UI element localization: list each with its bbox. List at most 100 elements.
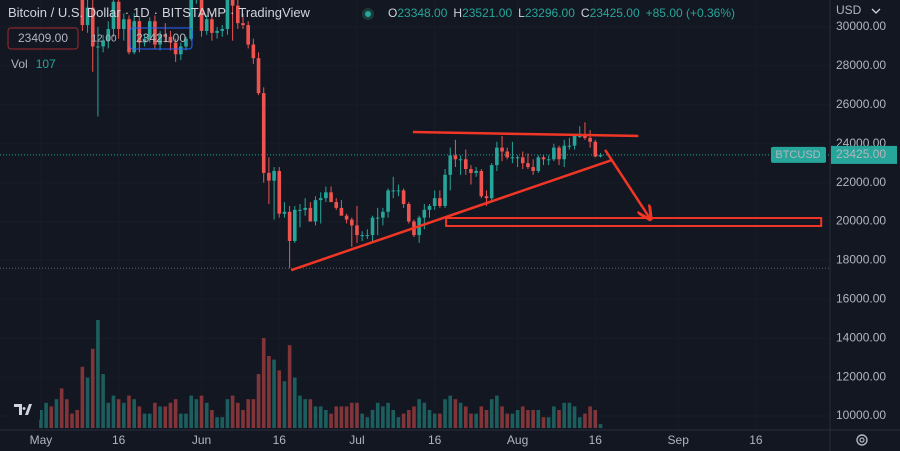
candle-body [474,170,478,173]
volume-bar [267,356,271,428]
volume-bar [531,410,535,428]
ohlc-value: 23296.00 [525,6,575,20]
candle-body [85,7,90,26]
volume-bar [96,320,100,428]
exchange: BITSTAMP [162,5,226,20]
volume-bar [427,410,432,428]
candle-body [318,198,323,201]
candle-body [111,1,116,29]
candle-body [90,7,95,47]
volume-bar [287,345,292,428]
y-tick-label: 28000.00 [836,58,886,72]
spread: 12.00 [91,34,116,45]
x-tick-label: May [30,433,53,447]
candle-body [577,135,582,137]
x-tick-label: 16 [273,433,287,447]
x-tick-label: Jul [349,433,364,447]
volume-bar [495,395,499,428]
candle-body [303,207,307,210]
volume-bar [184,413,188,428]
candle-body [427,205,432,210]
candle-body [396,190,401,192]
bid-box[interactable] [7,27,79,50]
volume-bar [210,410,214,428]
volume-bar [500,406,504,428]
drawing-line [412,130,639,138]
volume-bar [324,410,328,428]
candle-body [293,209,297,241]
interval: 1D [133,5,150,20]
volume-bar [489,399,494,428]
candle-body [515,157,520,159]
volume-bar [303,399,307,428]
candle-body [272,170,276,181]
candle-body [287,211,292,241]
candle-body [267,172,271,181]
candle-body [422,209,427,218]
ohlc-value: 23425.00 [590,6,640,20]
volume-bar [355,402,359,428]
settings[interactable] [856,434,868,446]
platform: TradingView [238,5,310,20]
candle-body [173,42,178,55]
candle-body [329,192,333,203]
candle-body [334,202,339,208]
volume-bar [298,395,302,428]
ask: 23421.00 [136,31,186,45]
candle-body [365,235,370,237]
volume-bar [173,399,178,428]
candle-body [355,225,359,236]
candle-body [505,151,510,158]
symbol-tag-label: BTCUSD [775,149,820,161]
candle-body [199,0,204,31]
candle-body [282,211,287,214]
volume-bar [163,406,168,428]
y-tick-label: 16000.00 [836,291,886,305]
volume-bar [396,417,401,428]
volume-bar [557,410,561,428]
volume-bar [261,338,266,428]
candle-body [313,200,318,222]
candle-body [349,219,354,226]
currency[interactable]: USD [836,3,862,17]
y-tick-label: 14000.00 [836,330,886,344]
volume-bar [438,413,442,428]
volume-bar [132,399,136,428]
volume-bar [562,402,567,428]
volume-bar [142,413,147,428]
candle-body [184,38,188,47]
volume-bar [334,406,339,428]
candle-body [220,28,225,31]
candle-body [210,19,214,33]
volume-bar [230,395,235,428]
volume-bar [360,413,364,428]
volume-bar [313,406,318,428]
volume-bar [588,406,592,428]
candle-body [583,135,587,138]
volume-bar [515,410,520,428]
plot-area [0,0,830,430]
sep: · [230,5,234,20]
volume-legend: Vol 107 [11,57,56,71]
candle-body [96,46,100,48]
candle-body [189,0,193,39]
volume-bar [158,406,162,428]
volume-bar [44,402,48,428]
volume-bar [577,417,582,428]
ohlc-value: 23348.00 [397,6,447,20]
gear-center [859,437,865,443]
candle-body [261,93,266,173]
volume-bar [567,402,572,428]
candle-body [479,170,484,197]
candle-body [215,30,219,33]
ask-box[interactable] [129,27,193,50]
ohlc-key: C [581,6,590,20]
candle-body [489,165,494,199]
candle-body [546,159,551,161]
volume-bar [272,359,276,428]
volume-bar [318,406,323,428]
volume-bar [85,377,90,428]
x-tick-label: 16 [589,433,603,447]
candle-body [438,198,442,206]
gear [856,434,868,446]
